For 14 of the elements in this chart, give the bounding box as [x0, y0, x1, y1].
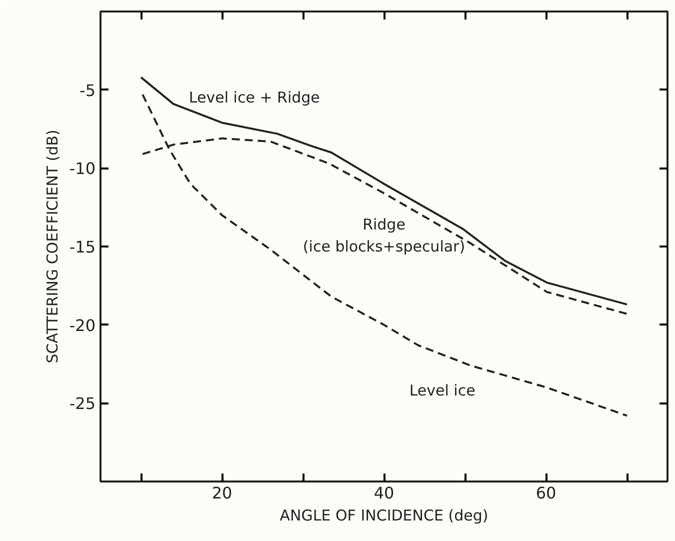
x-tick-label: 40: [374, 484, 394, 502]
line-series: [140, 76, 628, 306]
y-tick-label: -5: [80, 80, 96, 100]
series-label: Ridge (ice blocks+specular): [302, 216, 466, 256]
x-tick-label: 20: [212, 484, 232, 502]
y-tick-label: -10: [69, 159, 96, 178]
y-axis-title: SCATTERING COEFFICIENT (dB): [43, 130, 62, 364]
y-tick-label: -15: [69, 238, 96, 256]
x-tick-label: 60: [536, 484, 556, 502]
x-axis-title: ANGLE OF INCIDENCE (deg): [280, 506, 488, 524]
y-tick-label: -25: [69, 394, 96, 414]
y-tick-label: -20: [69, 316, 96, 335]
series-label: Level ice: [409, 382, 476, 400]
series-label: Level ice + Ridge: [188, 88, 320, 107]
